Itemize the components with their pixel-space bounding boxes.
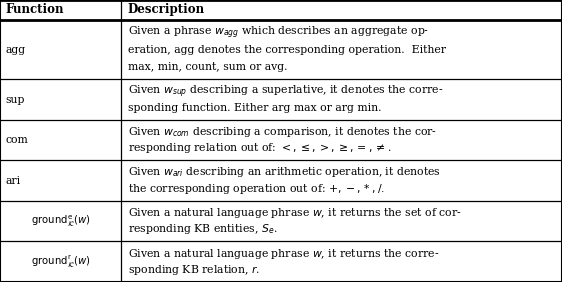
Text: Given $w_{ari}$ describing an arithmetic operation, it denotes: Given $w_{ari}$ describing an arithmetic… — [128, 166, 441, 179]
Text: Given $w_{com}$ describing a comparison, it denotes the cor-: Given $w_{com}$ describing a comparison,… — [128, 125, 437, 139]
Text: eration, agg denotes the corresponding operation.  Either: eration, agg denotes the corresponding o… — [128, 45, 446, 55]
Text: max, min, count, sum or avg.: max, min, count, sum or avg. — [128, 62, 287, 72]
Text: sup: sup — [6, 94, 25, 105]
Text: Given a natural language phrase $w$, it returns the set of cor-: Given a natural language phrase $w$, it … — [128, 206, 461, 220]
Text: sponding function. Either arg max or arg min.: sponding function. Either arg max or arg… — [128, 103, 381, 113]
Text: Given a phrase $w_{agg}$ which describes an aggregate op-: Given a phrase $w_{agg}$ which describes… — [128, 24, 429, 41]
Text: sponding KB relation, $r$.: sponding KB relation, $r$. — [128, 263, 260, 277]
Text: ari: ari — [6, 176, 21, 186]
Text: Description: Description — [128, 3, 205, 16]
Text: Function: Function — [6, 3, 64, 16]
Text: responding relation out of: $<, \leq, >, \geq, =, \neq$.: responding relation out of: $<, \leq, >,… — [128, 141, 391, 155]
Text: $\mathrm{ground}^{\mathrm{r}}_{\mathcal{K}}(w)$: $\mathrm{ground}^{\mathrm{r}}_{\mathcal{… — [31, 254, 90, 270]
Text: Given $w_{sup}$ describing a superlative, it denotes the corre-: Given $w_{sup}$ describing a superlative… — [128, 83, 443, 100]
Text: $\mathrm{ground}^{\mathrm{e}}_{\mathcal{K}}(w)$: $\mathrm{ground}^{\mathrm{e}}_{\mathcal{… — [31, 213, 90, 229]
Text: the corresponding operation out of: $+, -, *, /.$: the corresponding operation out of: $+, … — [128, 182, 384, 196]
Text: com: com — [6, 135, 28, 145]
Text: Given a natural language phrase $w$, it returns the corre-: Given a natural language phrase $w$, it … — [128, 246, 439, 261]
Text: agg: agg — [6, 45, 26, 55]
Text: responding KB entities, $S_e$.: responding KB entities, $S_e$. — [128, 222, 277, 236]
